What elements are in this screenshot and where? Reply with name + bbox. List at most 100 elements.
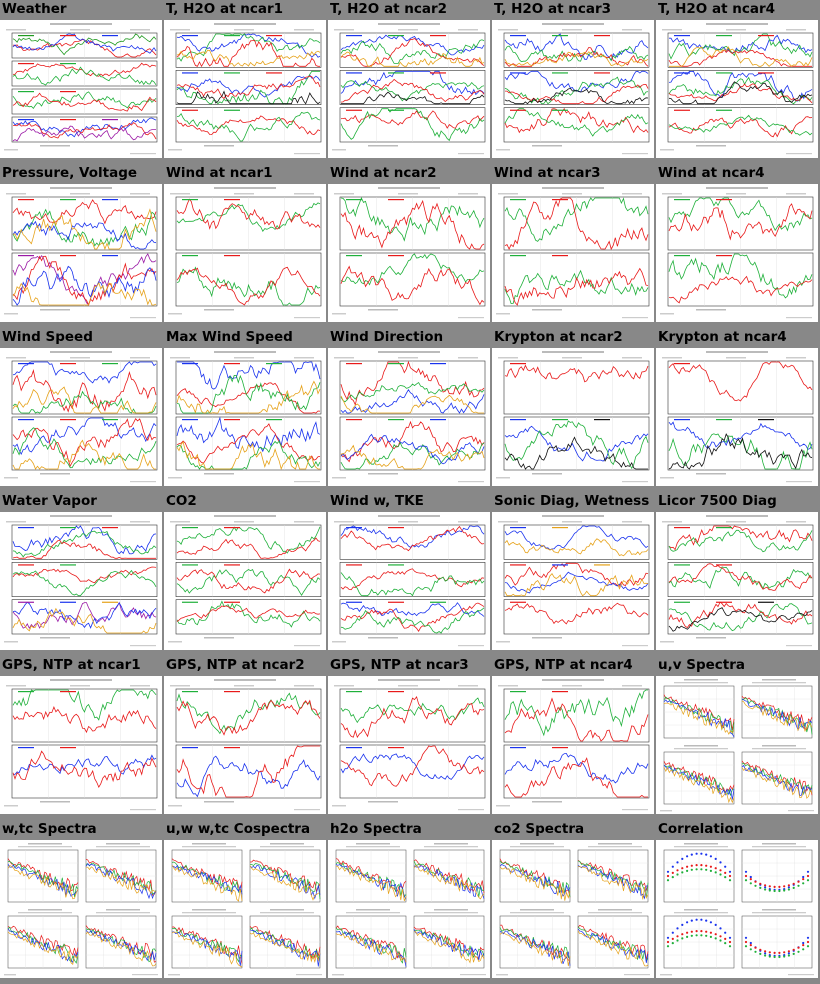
plot-panel xyxy=(667,524,814,560)
plot-thumbnail[interactable] xyxy=(164,184,326,322)
plot-thumbnail[interactable] xyxy=(0,184,162,322)
plot-title[interactable]: Correlation xyxy=(658,821,744,837)
plot-image xyxy=(660,23,814,155)
plot-panel xyxy=(499,909,571,969)
plot-thumbnail[interactable] xyxy=(164,676,326,814)
plot-thumbnail[interactable] xyxy=(656,184,818,322)
plot-thumbnail[interactable] xyxy=(492,840,654,978)
plot-thumbnail[interactable] xyxy=(0,840,162,978)
plot-panel xyxy=(339,688,486,743)
plot-title[interactable]: GPS, NTP at ncar3 xyxy=(330,657,469,673)
plot-title[interactable]: h2o Spectra xyxy=(330,821,422,837)
plot-image xyxy=(168,843,322,976)
plot-title[interactable]: Wind Direction xyxy=(330,329,444,345)
plot-title[interactable]: Sonic Diag, Wetness xyxy=(494,493,650,509)
plot-thumbnail[interactable] xyxy=(328,840,490,978)
plot-panel xyxy=(171,843,243,903)
plot-thumbnail[interactable] xyxy=(328,512,490,650)
plot-title[interactable]: CO2 xyxy=(166,493,197,509)
plot-panel xyxy=(503,524,650,560)
plot-panel xyxy=(339,107,486,143)
plot-thumbnail[interactable] xyxy=(656,348,818,486)
plot-panel xyxy=(667,196,814,251)
plot-title[interactable]: w,tc Spectra xyxy=(2,821,97,837)
plot-thumbnail[interactable] xyxy=(656,676,818,814)
plot-cell: h2o Spectra xyxy=(328,820,490,980)
plot-panel xyxy=(503,70,650,105)
plot-image xyxy=(660,515,814,647)
plot-thumbnail[interactable] xyxy=(164,512,326,650)
plot-thumbnail[interactable] xyxy=(328,184,490,322)
plot-title[interactable]: Wind Speed xyxy=(2,329,93,345)
plot-thumbnail[interactable] xyxy=(0,20,162,158)
plot-panel xyxy=(249,909,321,969)
plot-thumbnail[interactable] xyxy=(492,512,654,650)
plot-cell: Wind at ncar2 xyxy=(328,164,490,324)
plot-thumbnail[interactable] xyxy=(656,512,818,650)
plot-panel xyxy=(11,32,158,59)
plot-title[interactable]: T, H2O at ncar2 xyxy=(330,1,448,17)
plot-title[interactable]: GPS, NTP at ncar1 xyxy=(2,657,141,673)
plot-title[interactable]: u,w w,tc Cospectra xyxy=(166,821,311,837)
plot-cell: GPS, NTP at ncar3 xyxy=(328,656,490,816)
plot-panel xyxy=(249,843,321,903)
plot-thumbnail[interactable] xyxy=(492,20,654,158)
plot-title[interactable]: Water Vapor xyxy=(2,493,97,509)
plot-title[interactable]: Wind w, TKE xyxy=(330,493,424,509)
plot-cell: Krypton at ncar2 xyxy=(492,328,654,488)
plot-thumbnail[interactable] xyxy=(164,20,326,158)
plot-title[interactable]: Wind at ncar2 xyxy=(330,165,437,181)
plot-title[interactable]: GPS, NTP at ncar4 xyxy=(494,657,633,673)
plot-panel xyxy=(339,360,486,415)
plot-thumbnail[interactable] xyxy=(492,184,654,322)
plot-panel xyxy=(577,909,649,969)
plot-title[interactable]: T, H2O at ncar3 xyxy=(494,1,612,17)
plot-panel xyxy=(741,679,813,739)
plot-title[interactable]: Licor 7500 Diag xyxy=(658,493,777,509)
plot-cell: GPS, NTP at ncar1 xyxy=(0,656,162,816)
plot-thumbnail[interactable] xyxy=(492,676,654,814)
plot-cell: T, H2O at ncar4 xyxy=(656,0,818,160)
plot-title[interactable]: co2 Spectra xyxy=(494,821,585,837)
plot-title[interactable]: u,v Spectra xyxy=(658,657,746,673)
plot-thumbnail[interactable] xyxy=(164,840,326,978)
plot-title[interactable]: Max Wind Speed xyxy=(166,329,293,345)
plot-title[interactable]: Wind at ncar3 xyxy=(494,165,601,181)
plot-image xyxy=(4,679,158,811)
plot-title[interactable]: Krypton at ncar4 xyxy=(658,329,787,345)
plot-panel xyxy=(11,562,158,597)
plot-thumbnail[interactable] xyxy=(0,348,162,486)
plot-cell: Krypton at ncar4 xyxy=(656,328,818,488)
plot-thumbnail[interactable] xyxy=(328,676,490,814)
plot-image xyxy=(496,187,650,319)
plot-panel xyxy=(7,843,79,903)
plot-title[interactable]: Wind at ncar1 xyxy=(166,165,273,181)
plot-title[interactable]: Wind at ncar4 xyxy=(658,165,765,181)
plot-thumbnail[interactable] xyxy=(656,20,818,158)
plot-thumbnail[interactable] xyxy=(328,348,490,486)
plot-title[interactable]: Pressure, Voltage xyxy=(2,165,138,181)
plot-title[interactable]: T, H2O at ncar1 xyxy=(166,1,284,17)
plot-panel xyxy=(11,88,158,115)
plot-thumbnail[interactable] xyxy=(0,512,162,650)
plot-title[interactable]: Krypton at ncar2 xyxy=(494,329,623,345)
plot-title[interactable]: T, H2O at ncar4 xyxy=(658,1,776,17)
plot-cell: Wind at ncar1 xyxy=(164,164,326,324)
plot-image xyxy=(660,679,814,812)
plot-panel xyxy=(503,360,650,415)
plot-panel xyxy=(11,60,158,87)
plot-thumbnail[interactable] xyxy=(0,676,162,814)
plot-thumbnail[interactable] xyxy=(164,348,326,486)
plot-thumbnail[interactable] xyxy=(656,840,818,978)
plot-panel xyxy=(339,252,486,307)
plot-image xyxy=(168,23,322,155)
plot-title[interactable]: GPS, NTP at ncar2 xyxy=(166,657,305,673)
plot-panel xyxy=(741,843,813,903)
plot-thumbnail[interactable] xyxy=(328,20,490,158)
plot-panel xyxy=(11,524,158,560)
plot-thumbnail[interactable] xyxy=(492,348,654,486)
plot-panel xyxy=(503,196,650,251)
plot-title[interactable]: Weather xyxy=(2,1,67,17)
plot-panel xyxy=(503,688,650,743)
plot-panel xyxy=(335,843,407,903)
